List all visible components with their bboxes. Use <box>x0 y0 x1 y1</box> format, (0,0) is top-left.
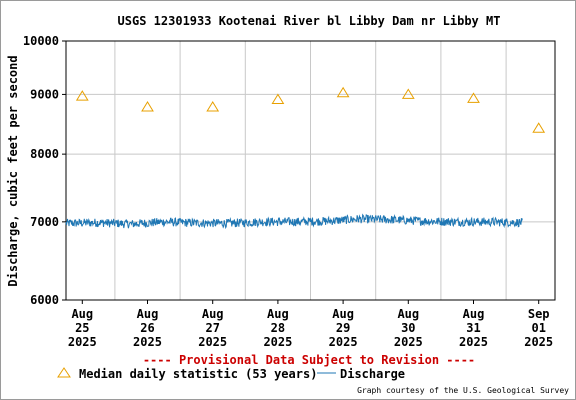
x-tick-label: Sep <box>528 307 550 321</box>
legend-median-label: Median daily statistic (53 years) <box>79 367 317 381</box>
median-triangle-marker <box>271 93 285 105</box>
x-tick-label: 25 <box>75 321 89 335</box>
y-axis-label: Discharge, cubic feet per second <box>6 55 20 286</box>
x-tick-label: Aug <box>463 307 485 321</box>
x-tick-label: 29 <box>336 321 350 335</box>
median-triangle-marker <box>467 92 480 103</box>
y-tick-label: 9000 <box>30 87 59 101</box>
provisional-notice: ---- Provisional Data Subject to Revisio… <box>143 353 475 367</box>
median-triangle-marker <box>141 101 154 112</box>
y-tick-label: 10000 <box>23 34 59 48</box>
median-triangle-marker <box>336 86 350 98</box>
x-tick-label: 2025 <box>329 335 358 349</box>
x-tick-label: Aug <box>332 307 354 321</box>
graph-credit: Graph courtesy of the U.S. Geological Su… <box>357 386 569 395</box>
median-triangle-marker <box>532 122 546 133</box>
x-tick-label: 31 <box>466 321 480 335</box>
legend-triangle-icon <box>57 367 71 378</box>
x-tick-label: 27 <box>205 321 219 335</box>
x-tick-label: Aug <box>71 307 93 321</box>
y-tick-label: 8000 <box>30 147 59 161</box>
legend-discharge-label: Discharge <box>340 367 405 381</box>
x-tick-label: 26 <box>140 321 154 335</box>
discharge-series-line <box>65 213 523 230</box>
x-tick-label: 30 <box>401 321 415 335</box>
median-triangle-marker <box>401 88 415 99</box>
median-triangle-marker <box>75 90 89 101</box>
x-tick-label: 28 <box>271 321 285 335</box>
x-tick-label: 2025 <box>198 335 227 349</box>
x-tick-label: Aug <box>137 307 159 321</box>
x-tick-label: 2025 <box>524 335 553 349</box>
x-tick-label: 2025 <box>68 335 97 349</box>
x-tick-label: Aug <box>397 307 419 321</box>
y-tick-label: 6000 <box>30 293 59 307</box>
x-tick-label: 2025 <box>394 335 423 349</box>
legend: Median daily statistic (53 years) Discha… <box>57 367 405 381</box>
plot-area: 600070008000900010000Aug252025Aug262025A… <box>23 34 556 349</box>
x-tick-label: Aug <box>202 307 224 321</box>
chart-title: USGS 12301933 Kootenai River bl Libby Da… <box>118 14 501 28</box>
plot-border <box>65 40 556 301</box>
y-tick-label: 7000 <box>30 215 59 229</box>
x-tick-label: 2025 <box>263 335 292 349</box>
x-tick-label: 01 <box>531 321 545 335</box>
x-tick-label: 2025 <box>459 335 488 349</box>
x-tick-label: 2025 <box>133 335 162 349</box>
x-tick-label: Aug <box>267 307 289 321</box>
median-triangle-marker <box>206 101 220 112</box>
